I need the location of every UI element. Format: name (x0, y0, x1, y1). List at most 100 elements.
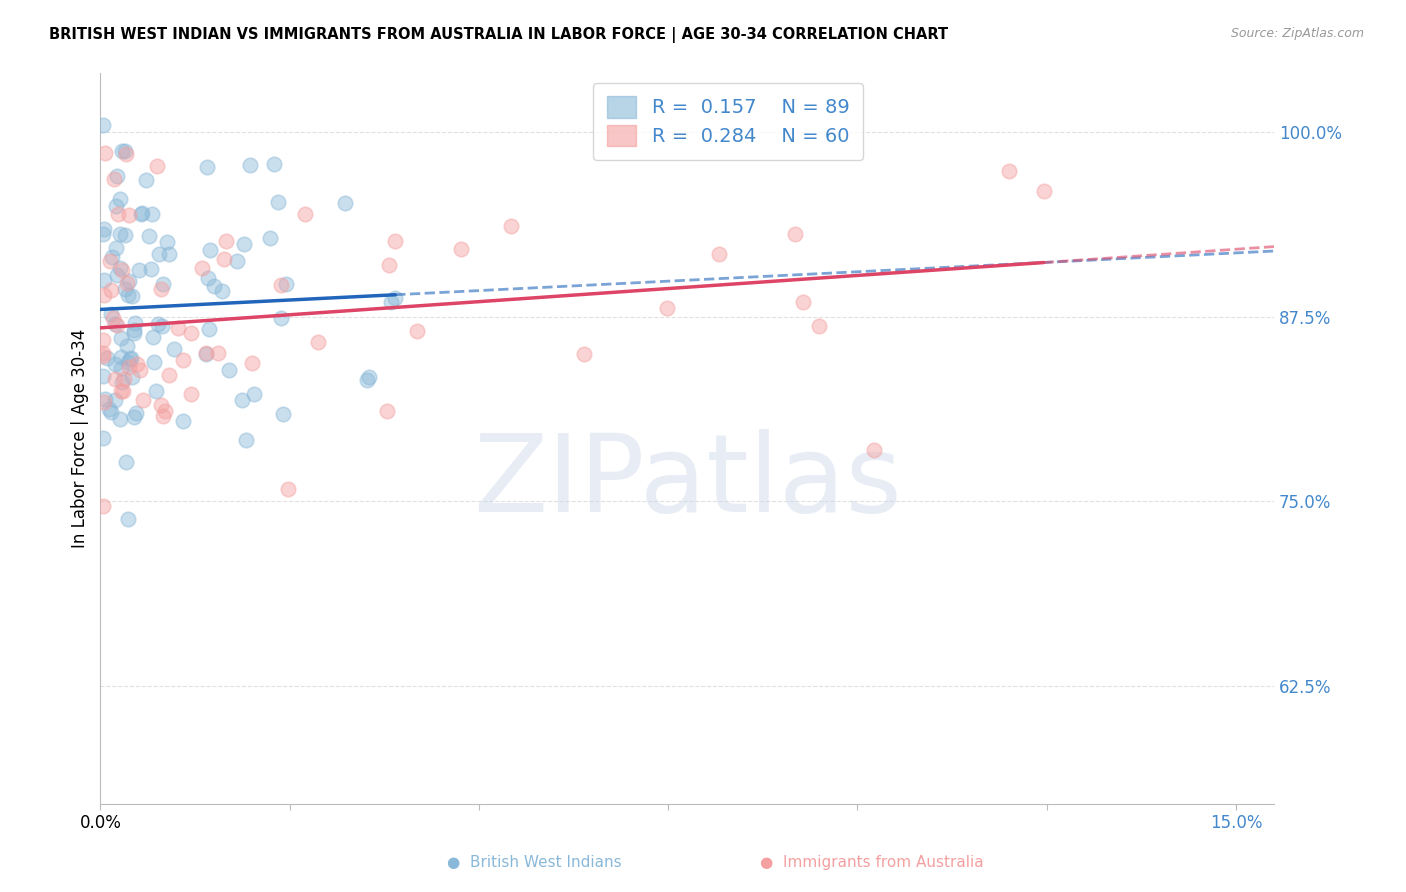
Point (100, 283, 122, 297)
Point (93, 288, 115, 302)
Point (129, 363, 152, 377)
Point (104, 393, 127, 408)
Point (270, 278, 292, 293)
Point (120, 351, 142, 365)
Point (108, 227, 131, 241)
Point (100, 405, 122, 419)
Point (405, 324, 427, 338)
Point (128, 263, 150, 277)
Point (104, 199, 127, 213)
Point (231, 392, 253, 407)
Point (194, 345, 217, 359)
Point (110, 360, 132, 375)
Point (121, 289, 143, 303)
Point (122, 410, 145, 425)
Point (115, 147, 138, 161)
Point (91, 333, 114, 347)
Point (101, 251, 124, 265)
Point (148, 247, 170, 261)
Point (103, 172, 125, 186)
Point (141, 330, 163, 344)
Point (111, 144, 134, 158)
Point (132, 392, 155, 407)
Point (100, 307, 122, 321)
Point (150, 318, 173, 333)
Point (112, 384, 135, 399)
Point (240, 356, 263, 370)
Point (125, 358, 148, 372)
Text: BRITISH WEST INDIAN VS IMMIGRANTS FROM AUSTRALIA IN LABOR FORCE | AGE 30-34 CORR: BRITISH WEST INDIAN VS IMMIGRANTS FROM A… (49, 27, 948, 43)
Point (146, 317, 169, 331)
Point (501, 219, 523, 233)
Point (191, 261, 214, 276)
Point (108, 192, 131, 206)
Point (117, 359, 139, 374)
Point (114, 455, 136, 469)
Point (91, 227, 114, 241)
Point (172, 414, 194, 428)
Point (863, 443, 886, 458)
Point (157, 247, 180, 261)
Point (152, 409, 174, 423)
Point (146, 159, 169, 173)
Point (141, 207, 163, 221)
Point (197, 271, 219, 285)
Point (131, 205, 153, 219)
Point (118, 274, 141, 288)
Point (105, 169, 128, 184)
Point (378, 258, 401, 272)
Point (998, 163, 1021, 178)
Point (93, 222, 115, 236)
Point (384, 234, 406, 248)
Point (218, 363, 240, 377)
Point (149, 282, 172, 296)
Text: ●  Immigrants from Australia: ● Immigrants from Australia (759, 855, 984, 870)
Point (211, 284, 233, 298)
Point (115, 276, 138, 290)
Point (307, 334, 329, 349)
Point (115, 339, 138, 353)
Point (572, 347, 595, 361)
Point (104, 241, 127, 255)
Point (121, 369, 143, 384)
Text: ●  British West Indians: ● British West Indians (447, 855, 621, 870)
Point (235, 433, 257, 447)
Point (270, 310, 292, 325)
Text: ZIPatlas: ZIPatlas (472, 429, 901, 535)
Point (111, 263, 134, 277)
Point (143, 354, 166, 368)
Point (114, 228, 136, 243)
Point (104, 318, 127, 332)
Point (233, 237, 256, 252)
Point (93, 395, 115, 409)
Point (98, 253, 121, 268)
Point (139, 261, 162, 276)
Point (118, 352, 141, 367)
Point (198, 321, 221, 335)
Point (138, 229, 160, 244)
Point (122, 326, 145, 340)
Point (198, 244, 221, 258)
Point (356, 373, 378, 387)
Point (180, 326, 202, 341)
Point (94, 145, 117, 160)
Point (114, 282, 136, 296)
Point (107, 268, 129, 282)
Point (103, 310, 125, 325)
Point (110, 375, 132, 389)
Point (107, 207, 129, 221)
Point (145, 384, 167, 398)
Point (207, 346, 229, 360)
Point (118, 208, 141, 222)
Point (91, 349, 114, 363)
Y-axis label: In Labor Force | Age 30-34: In Labor Force | Age 30-34 (72, 329, 89, 548)
Point (94, 392, 117, 406)
Point (263, 157, 285, 171)
Point (152, 277, 174, 291)
Point (273, 407, 295, 421)
Point (117, 512, 139, 526)
Point (156, 235, 179, 249)
Point (180, 386, 202, 401)
Point (195, 160, 218, 174)
Point (657, 301, 679, 315)
